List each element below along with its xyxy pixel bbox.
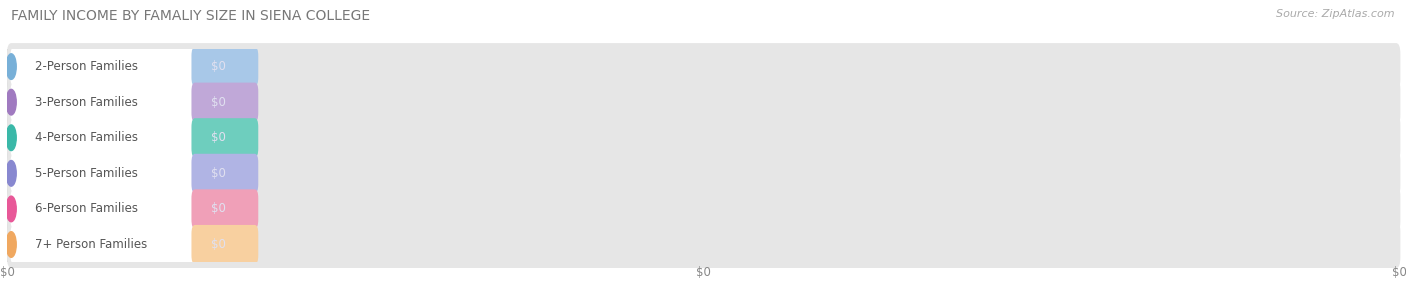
FancyBboxPatch shape	[7, 79, 1400, 126]
Text: 5-Person Families: 5-Person Families	[35, 167, 138, 180]
Text: 4-Person Families: 4-Person Families	[35, 131, 138, 144]
FancyBboxPatch shape	[10, 83, 254, 122]
FancyBboxPatch shape	[191, 189, 259, 228]
Text: 3-Person Families: 3-Person Families	[35, 96, 138, 109]
Text: Source: ZipAtlas.com: Source: ZipAtlas.com	[1277, 9, 1395, 19]
Text: $0: $0	[211, 60, 226, 73]
Text: 2-Person Families: 2-Person Families	[35, 60, 138, 73]
Text: $0: $0	[211, 167, 226, 180]
Text: $0: $0	[211, 96, 226, 109]
Text: 7+ Person Families: 7+ Person Families	[35, 238, 148, 251]
Text: $0: $0	[211, 131, 226, 144]
Circle shape	[6, 54, 17, 79]
Text: FAMILY INCOME BY FAMALIY SIZE IN SIENA COLLEGE: FAMILY INCOME BY FAMALIY SIZE IN SIENA C…	[11, 9, 370, 23]
FancyBboxPatch shape	[7, 150, 1400, 197]
Circle shape	[6, 125, 17, 151]
Circle shape	[6, 89, 17, 115]
FancyBboxPatch shape	[7, 114, 1400, 161]
Text: $0: $0	[211, 203, 226, 215]
FancyBboxPatch shape	[7, 185, 1400, 232]
Circle shape	[6, 160, 17, 186]
Circle shape	[6, 232, 17, 257]
FancyBboxPatch shape	[10, 154, 254, 193]
FancyBboxPatch shape	[191, 118, 259, 157]
Text: $0: $0	[211, 238, 226, 251]
FancyBboxPatch shape	[191, 154, 259, 193]
FancyBboxPatch shape	[10, 118, 254, 157]
FancyBboxPatch shape	[10, 225, 254, 264]
Circle shape	[6, 196, 17, 222]
FancyBboxPatch shape	[10, 47, 254, 86]
FancyBboxPatch shape	[7, 43, 1400, 90]
FancyBboxPatch shape	[191, 83, 259, 122]
Text: 6-Person Families: 6-Person Families	[35, 203, 138, 215]
FancyBboxPatch shape	[10, 189, 254, 228]
FancyBboxPatch shape	[7, 221, 1400, 268]
FancyBboxPatch shape	[191, 47, 259, 86]
FancyBboxPatch shape	[191, 225, 259, 264]
